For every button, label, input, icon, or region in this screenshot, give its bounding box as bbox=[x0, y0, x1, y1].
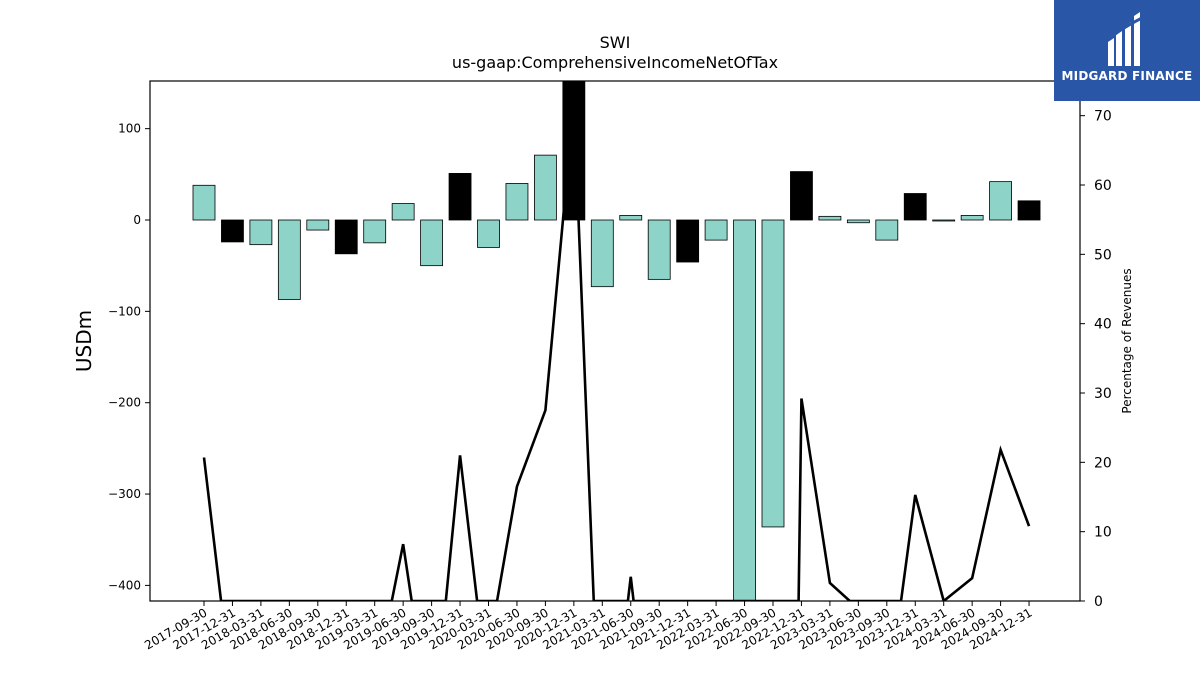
y-right-tick-label: 70 bbox=[1094, 109, 1112, 125]
chart-title: SWI bbox=[600, 33, 631, 52]
y-right-tick-label: 50 bbox=[1094, 247, 1112, 263]
y-tick-label: −400 bbox=[108, 578, 141, 592]
x-axis: 2017-09-302017-12-312018-03-312018-06-30… bbox=[142, 601, 1035, 652]
y-right-tick-label: 30 bbox=[1094, 386, 1112, 402]
bar-2021-03-31 bbox=[590, 219, 614, 288]
brand-logo: MIDGARD FINANCE bbox=[1054, 0, 1200, 101]
y-right-tick-label: 40 bbox=[1094, 317, 1112, 333]
bar-2019-06-30 bbox=[391, 203, 415, 221]
bar-2020-06-30 bbox=[505, 183, 529, 221]
bar-2019-12-31 bbox=[448, 173, 472, 221]
bar-2020-09-30 bbox=[534, 154, 557, 221]
y-right-tick-label: 20 bbox=[1094, 455, 1112, 471]
bar-2018-03-31 bbox=[249, 219, 273, 246]
bar-2024-06-30 bbox=[960, 215, 984, 221]
y-tick-label: −100 bbox=[108, 304, 141, 318]
bar-2023-12-31 bbox=[903, 193, 927, 221]
bar-2024-12-31 bbox=[1017, 200, 1041, 221]
left-axis: 100 0 −100 −200 −300 −400 bbox=[108, 122, 150, 592]
bars-group bbox=[192, 81, 1041, 601]
chart-subtitle: us-gaap:ComprehensiveIncomeNetOfTax bbox=[452, 53, 778, 72]
bar-2018-12-31 bbox=[334, 219, 358, 255]
y-tick-label: −300 bbox=[108, 487, 141, 501]
y-tick-label: 0 bbox=[133, 213, 141, 227]
bar-2018-06-30 bbox=[277, 219, 301, 300]
y-tick-label: 100 bbox=[118, 122, 141, 136]
y-axis-label: USDm bbox=[72, 310, 96, 372]
bar-2021-12-31 bbox=[676, 219, 700, 263]
bar-2022-03-31 bbox=[704, 219, 728, 241]
y-right-tick-label: 0 bbox=[1094, 594, 1103, 610]
y-right-tick-label: 60 bbox=[1094, 178, 1112, 194]
y-right-tick-label: 10 bbox=[1094, 525, 1112, 541]
bar-2019-09-30 bbox=[420, 219, 444, 267]
bar-2020-03-31 bbox=[477, 219, 500, 248]
revenue-percentage-line bbox=[202, 101, 1031, 601]
line-group bbox=[202, 101, 1031, 601]
bar-2023-06-30 bbox=[846, 219, 870, 224]
y-tick-label: −200 bbox=[108, 396, 141, 410]
midgard-logo-icon bbox=[1108, 12, 1143, 66]
bar-2024-09-30 bbox=[989, 181, 1012, 221]
bar-2022-06-30 bbox=[733, 219, 756, 601]
bar-2023-03-31 bbox=[818, 215, 842, 221]
bar-2022-12-31 bbox=[790, 171, 813, 221]
logo-text: MIDGARD FINANCE bbox=[1061, 69, 1193, 83]
bar-2023-09-30 bbox=[875, 219, 899, 241]
bar-2022-09-30 bbox=[761, 219, 785, 528]
bar-2019-03-31 bbox=[363, 219, 387, 244]
bar-2017-09-30 bbox=[192, 184, 216, 221]
bar-2017-12-31 bbox=[221, 219, 244, 243]
bar-2021-06-30 bbox=[619, 215, 643, 221]
plot-frame bbox=[149, 80, 1081, 602]
bar-2021-09-30 bbox=[647, 219, 671, 280]
bar-2018-09-30 bbox=[306, 219, 330, 231]
right-axis: 0 10 20 30 40 50 60 70 bbox=[1080, 109, 1112, 610]
y-axis-label-right: Percentage of Revenues bbox=[1120, 268, 1134, 413]
bar-2024-03-31 bbox=[932, 219, 956, 222]
